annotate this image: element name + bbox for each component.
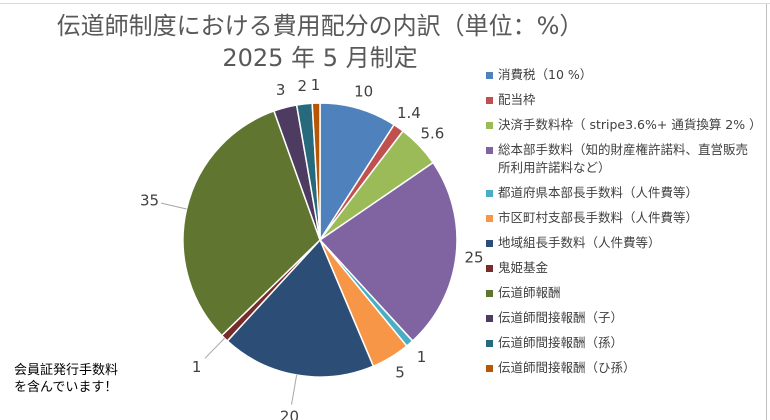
legend-swatch — [486, 122, 493, 129]
legend-item: 市区町村支部長手数料（人件費等） — [486, 209, 756, 227]
data-label: 1 — [192, 358, 202, 376]
legend-swatch — [486, 315, 493, 322]
pie-slice[interactable] — [182, 110, 321, 337]
pie-slice[interactable] — [319, 102, 396, 243]
legend-item: 伝道師間接報酬（子） — [486, 309, 756, 327]
chart-title: 伝道師制度における費用配分の内訳（単位：%） — [56, 12, 584, 40]
legend-swatch — [486, 190, 493, 197]
data-label: 3 — [276, 81, 286, 99]
leader-line — [204, 337, 225, 359]
legend-swatch — [486, 265, 493, 272]
legend-swatch — [486, 340, 493, 347]
data-label: 5 — [395, 364, 405, 382]
legend-item: 伝道師報酬 — [486, 284, 756, 302]
chart-area[interactable] — [0, 4, 767, 420]
data-label: 1.4 — [397, 104, 421, 122]
legend: 消費税（10 %） 配当枠決済手数料枠（ stripe3.6%+ 通貨換算 2% … — [486, 66, 762, 384]
legend-item: 伝道師間接報酬（ひ孫） — [486, 359, 756, 377]
pie-slice[interactable] — [226, 238, 375, 378]
leader-line — [161, 202, 187, 210]
legend-item: 決済手数料枠（ stripe3.6%+ 通貨換算 2% ） — [486, 116, 762, 134]
legend-label: 地域組長手数料（人件費等） — [498, 235, 661, 250]
legend-label: 消費税（10 %） — [498, 67, 593, 82]
legend-item: 都道府県本部長手数料（人件費等） — [486, 184, 756, 202]
data-label: 35 — [140, 191, 159, 209]
data-label: 1 — [417, 348, 427, 366]
legend-label: 都道府県本部長手数料（人件費等） — [498, 185, 699, 200]
chart-subtitle: 2025 年 5 月制定 — [222, 44, 418, 72]
legend-swatch — [486, 147, 493, 154]
legend-item: 鬼姫基金 — [486, 259, 756, 277]
chart-title-block: 伝道師制度における費用配分の内訳（単位：%） 2025 年 5 月制定 — [0, 10, 640, 74]
legend-swatch — [486, 215, 493, 222]
data-label: 2 — [298, 77, 308, 95]
leader-line — [291, 374, 298, 405]
data-label: 5.6 — [420, 124, 444, 142]
data-label: 20 — [280, 407, 299, 420]
legend-swatch — [486, 365, 493, 372]
pie-slice[interactable] — [311, 102, 321, 241]
legend-label: 伝道師間接報酬（孫） — [498, 335, 624, 350]
legend-label: 伝道師間接報酬（子） — [498, 310, 624, 325]
legend-swatch — [486, 290, 493, 297]
legend-swatch — [486, 72, 493, 79]
legend-label: 決済手数料枠（ stripe3.6%+ 通貨換算 2% ） — [498, 117, 762, 132]
legend-item: 配当枠 — [486, 91, 756, 109]
legend-label: 伝道師報酬 — [498, 285, 561, 300]
legend-swatch — [486, 240, 493, 247]
annotation-text: 会員証発行手数料を含んでいます！ — [14, 363, 119, 395]
legend-label: 配当枠 — [498, 92, 536, 107]
legend-swatch — [486, 97, 493, 104]
legend-label: 鬼姫基金 — [498, 260, 549, 275]
legend-label: 市区町村支部長手数料（人件費等） — [498, 210, 699, 225]
legend-item: 伝道師間接報酬（孫） — [486, 334, 756, 352]
pie-slice[interactable] — [318, 161, 458, 342]
data-label: 25 — [464, 249, 483, 267]
data-label: 1 — [311, 76, 321, 94]
legend-item: 消費税（10 %） — [486, 66, 756, 84]
legend-item: 地域組長手数料（人件費等） — [486, 234, 756, 252]
legend-item: 総本部手数料（知的財産権許諾料、直営販売所利用許諾料など） — [486, 141, 756, 177]
legend-label: 総本部手数料（知的財産権許諾料、直営販売所利用許諾料など） — [498, 142, 749, 175]
legend-label: 伝道師間接報酬（ひ孫） — [498, 360, 636, 375]
data-label: 10 — [354, 82, 373, 100]
sheet-gridline — [0, 0, 770, 4]
